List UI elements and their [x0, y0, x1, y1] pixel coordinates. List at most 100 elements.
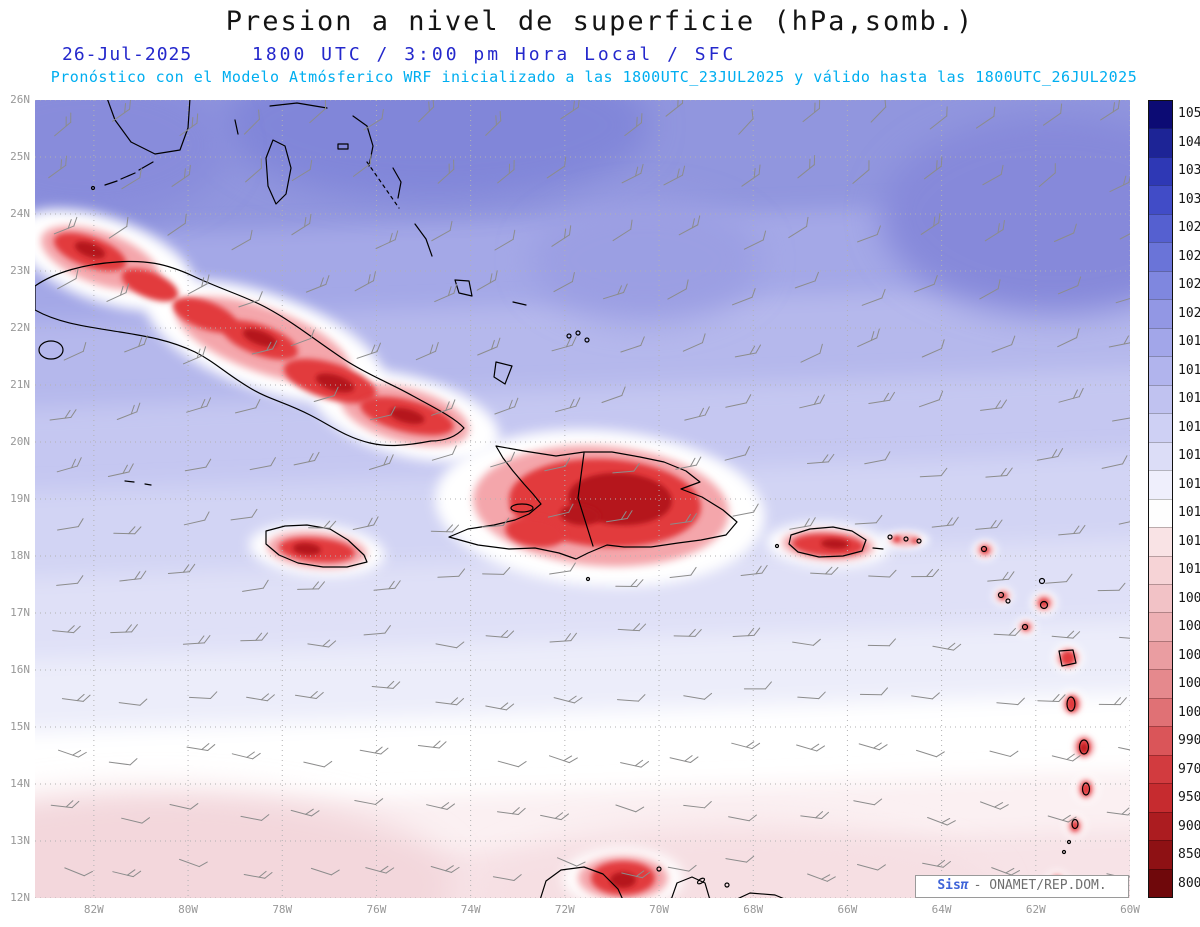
warm-anomaly [242, 328, 278, 348]
warm-anomaly [505, 516, 565, 548]
wind-barb [183, 511, 210, 526]
colorbar-cell-1006 [1149, 612, 1172, 641]
wind-barb [1119, 636, 1130, 640]
wind-barb [794, 271, 819, 289]
wind-barb [418, 100, 435, 123]
colorbar-cell-1025 [1149, 242, 1172, 271]
lat-tick-label: 20N [10, 435, 30, 448]
wind-barb [1058, 524, 1086, 536]
lat-tick-label: 25N [10, 150, 30, 163]
wind-barb [800, 811, 829, 820]
wind-barb [64, 867, 93, 877]
lat-tick-label: 16N [10, 663, 30, 676]
wind-barb [183, 346, 207, 365]
coastline-turks-2 [575, 330, 581, 336]
wind-barb [307, 639, 337, 648]
wind-barb [308, 520, 337, 529]
wind-barb [373, 580, 401, 591]
colorbar-labels: 1050 1040 1035 1030 1028 1025 1022 1020 1019 1018… [1178, 100, 1200, 898]
wind-barb [799, 394, 825, 409]
wind-barb [669, 566, 697, 578]
wind-barb [63, 341, 87, 361]
wind-barb [991, 335, 1016, 353]
wind-barb [743, 230, 767, 250]
lat-tick-label: 21N [10, 378, 30, 391]
wind-barb [984, 219, 1005, 242]
wind-barb [547, 503, 574, 518]
wind-barb [1057, 276, 1082, 295]
wind-barb [991, 867, 1020, 876]
wind-barb [916, 749, 945, 758]
coastline-turks-3 [584, 337, 590, 343]
wind-barb [371, 680, 401, 689]
wind-barb [309, 100, 327, 124]
brand-text: Sis [937, 878, 961, 893]
colorbar-cell-1030 [1149, 185, 1172, 214]
wind-barb [620, 759, 649, 768]
wind-barb [251, 340, 278, 355]
wind-barb [734, 344, 762, 358]
wind-barb [235, 399, 261, 414]
wind-barb [169, 803, 199, 810]
coastline-dominica [1066, 696, 1076, 712]
wind-barb [557, 857, 586, 867]
wind-barb [437, 159, 455, 184]
wind-barb [52, 625, 81, 634]
wind-barb [549, 562, 576, 575]
wind-barb [976, 106, 996, 129]
colorbar-cell-1016 [1149, 413, 1172, 442]
coastline-bonaire [724, 882, 730, 888]
coastline-andros [265, 139, 292, 205]
wind-barb [810, 566, 839, 575]
wind-barb [612, 219, 633, 242]
wind-barb [667, 864, 697, 872]
wind-barb [124, 335, 148, 353]
colorbar-tick-label: 1030 [1178, 191, 1200, 207]
wind-barb [868, 569, 897, 578]
wind-barb [354, 271, 376, 292]
colorbar-cell-1028 [1149, 213, 1172, 243]
wind-barb [615, 804, 645, 813]
wind-barb [868, 391, 895, 404]
wind-barb [313, 386, 339, 402]
coastline-hispaniola [448, 445, 738, 560]
wind-barb [919, 390, 944, 408]
pressure-patch [530, 198, 760, 322]
wind-barb [240, 632, 269, 642]
colorbar-tick-label: 1006 [1178, 619, 1200, 635]
wind-barb [121, 817, 150, 824]
colorbar-tick-label: 1035 [1178, 163, 1200, 179]
coastline-st-kitts [997, 591, 1005, 599]
model-info-label: Pronóstico con el Modelo Atmósferico WRF… [50, 68, 1138, 86]
colorbar-cell-1013 [1149, 498, 1172, 528]
wind-barb [431, 445, 457, 461]
colorbar-cell-1012 [1149, 527, 1172, 556]
wind-barb [993, 627, 1022, 636]
colorbar-tick-label: 990 [1178, 733, 1200, 749]
lon-tick-label: 72W [554, 903, 575, 916]
wind-barb [859, 687, 889, 696]
wind-barb [987, 571, 1015, 582]
wind-barb [743, 681, 772, 690]
wind-barb [555, 397, 581, 413]
wind-barb [989, 750, 1019, 757]
colorbar-tick-label: 1022 [1178, 277, 1200, 293]
colorbar-cell-1015 [1149, 441, 1172, 471]
coastline-st-vincent [1071, 818, 1079, 830]
coastline-isla-juventud [38, 340, 64, 360]
coastline-key-west [90, 185, 96, 191]
wind-barb [365, 865, 395, 874]
wind-barb [852, 160, 870, 184]
colorbar-cell-1004 [1149, 640, 1172, 670]
wind-barb [231, 751, 261, 760]
coastline-turks-1 [566, 333, 572, 339]
wind-barb [617, 694, 646, 702]
warm-anomaly [1066, 696, 1078, 712]
wind-barb [979, 279, 1001, 300]
wind-barb [732, 288, 756, 306]
lat-tick-label: 23N [10, 264, 30, 277]
wind-barb [189, 691, 218, 699]
colorbar-tick-label: 1015 [1178, 448, 1200, 464]
colorbar-tick-label: 1028 [1178, 220, 1200, 236]
wind-barb [359, 746, 389, 755]
